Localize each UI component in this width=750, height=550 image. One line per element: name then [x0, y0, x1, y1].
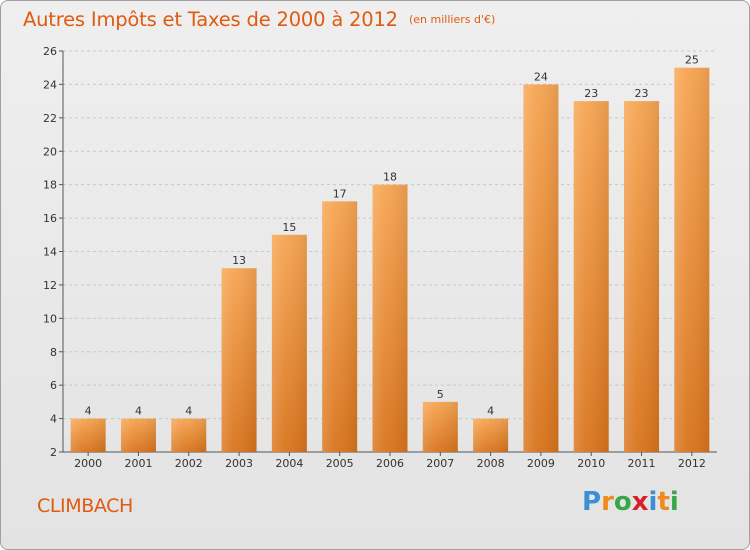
y-tick-label: 20 [43, 145, 57, 158]
x-tick-label-2002: 2002 [175, 457, 203, 470]
value-label-2005: 17 [333, 187, 347, 200]
bar-shine-2012 [674, 67, 710, 452]
value-label-2011: 23 [635, 87, 649, 100]
x-tick-label-2009: 2009 [527, 457, 555, 470]
x-tick-label-2004: 2004 [275, 457, 303, 470]
brand-letter: o [613, 487, 632, 517]
bar-shine-2004 [271, 234, 307, 452]
proxiti-logo: Proxiti [582, 487, 679, 517]
y-tick-label: 14 [43, 246, 57, 259]
y-tick-label: 6 [50, 379, 57, 392]
brand-letter: i [669, 487, 679, 517]
value-label-2003: 13 [232, 254, 246, 267]
y-tick-label: 24 [43, 78, 57, 91]
labels: 2468101214161820222426420004200142002132… [43, 45, 706, 470]
value-label-2004: 15 [282, 221, 296, 234]
y-tick-label: 18 [43, 179, 57, 192]
y-tick-label: 22 [43, 112, 57, 125]
x-tick-label-2008: 2008 [477, 457, 505, 470]
bars [70, 67, 710, 453]
bar-shine-2002 [171, 418, 207, 452]
y-tick-label: 10 [43, 312, 57, 325]
value-label-2007: 5 [437, 388, 444, 401]
x-tick-label-2000: 2000 [74, 457, 102, 470]
value-label-2008: 4 [487, 405, 494, 418]
title-row: Autres Impôts et Taxes de 2000 à 2012 (e… [23, 8, 495, 31]
x-tick-label-2001: 2001 [124, 457, 152, 470]
bar-shine-2011 [624, 101, 660, 452]
brand-letter: P [582, 487, 602, 517]
x-tick-label-2012: 2012 [678, 457, 706, 470]
x-tick-label-2010: 2010 [577, 457, 605, 470]
value-label-2001: 4 [135, 405, 142, 418]
place-name: CLIMBACH [37, 495, 133, 517]
bar-shine-2010 [573, 101, 609, 452]
brand-letter: r [601, 487, 614, 517]
y-tick-label: 26 [43, 45, 57, 58]
bar-shine-2000 [70, 418, 106, 452]
x-tick-label-2007: 2007 [426, 457, 454, 470]
x-tick-label-2005: 2005 [326, 457, 354, 470]
y-tick-label: 12 [43, 279, 57, 292]
brand-letter: t [657, 487, 670, 517]
x-tick-label-2003: 2003 [225, 457, 253, 470]
brand-letter: x [631, 487, 649, 517]
bar-shine-2003 [221, 268, 257, 452]
value-label-2006: 18 [383, 171, 397, 184]
y-tick-label: 4 [50, 413, 57, 426]
chart-title: Autres Impôts et Taxes de 2000 à 2012 [23, 8, 398, 31]
x-tick-label-2011: 2011 [628, 457, 656, 470]
y-tick-label: 8 [50, 346, 57, 359]
y-tick-label: 2 [50, 446, 57, 459]
bar-shine-2006 [372, 184, 408, 452]
y-tick-label: 16 [43, 212, 57, 225]
bar-shine-2008 [473, 418, 509, 452]
bar-shine-2009 [523, 84, 559, 453]
value-label-2009: 24 [534, 70, 548, 83]
value-label-2002: 4 [185, 405, 192, 418]
brand-letter: i [648, 487, 658, 517]
value-label-2010: 23 [584, 87, 598, 100]
x-tick-label-2006: 2006 [376, 457, 404, 470]
chart-subtitle: (en milliers d'€) [408, 13, 496, 26]
bar-shine-2005 [322, 201, 358, 452]
value-label-2012: 25 [685, 54, 699, 67]
value-label-2000: 4 [85, 405, 92, 418]
bar-shine-2001 [120, 418, 156, 452]
bar-shine-2007 [422, 401, 458, 452]
